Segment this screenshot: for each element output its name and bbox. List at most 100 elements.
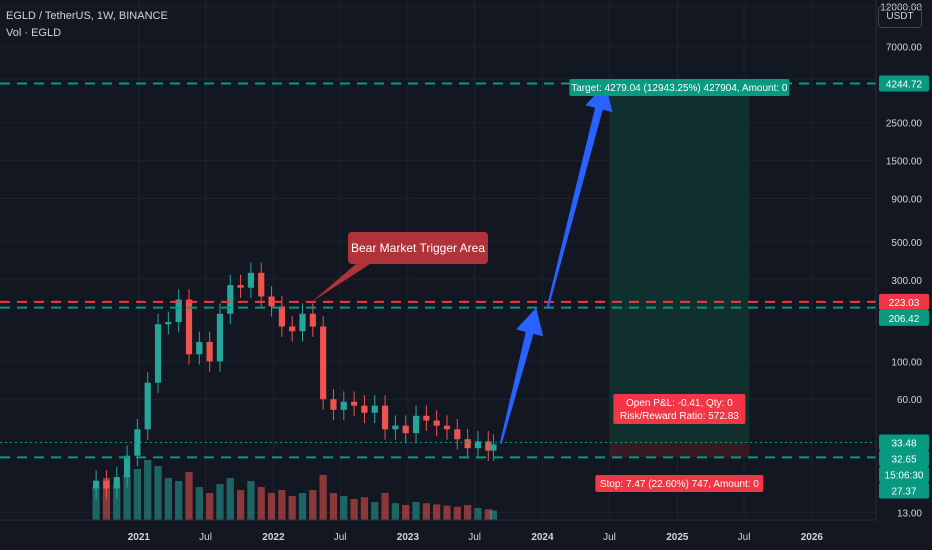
price-badge-last-high[interactable] — [879, 434, 929, 451]
price-badge-last-price[interactable] — [879, 450, 929, 467]
volume-bar — [92, 487, 100, 520]
volume-bar — [371, 502, 379, 520]
y-tick-label: 300.00 — [891, 276, 922, 287]
target-zone[interactable] — [609, 83, 750, 443]
y-tick-label: 2500.00 — [886, 119, 923, 130]
volume-bar — [175, 481, 183, 520]
candle-body — [361, 405, 368, 413]
projection-arrow[interactable] — [499, 307, 544, 444]
price-candles — [93, 262, 497, 499]
candle-body — [330, 399, 337, 410]
price-badge-stop[interactable] — [879, 482, 929, 499]
volume-bar — [464, 505, 472, 520]
price-badge-text-target: 4244.72 — [886, 79, 923, 90]
currency-button[interactable]: USDT — [878, 6, 922, 28]
time-axis[interactable] — [0, 520, 876, 550]
volume-bar — [113, 484, 121, 520]
candle-body — [309, 313, 316, 327]
volume-bar — [195, 487, 203, 520]
volume-bar — [443, 505, 451, 520]
candle-body — [340, 401, 347, 410]
volume-bar — [164, 478, 172, 520]
candle-body — [423, 415, 430, 421]
pnl-label-text: Risk/Reward Ratio: 572.83 — [620, 411, 739, 422]
volume-bar — [236, 490, 245, 520]
volume-bar — [484, 509, 492, 520]
candle-body — [433, 420, 440, 426]
stop-label-box[interactable] — [595, 475, 764, 492]
price-badge-text-countdown: 15:06:30 — [885, 470, 924, 481]
candle-body — [237, 285, 244, 288]
price-badge-red-level[interactable] — [879, 293, 929, 310]
bear-callout-box[interactable] — [348, 232, 488, 264]
candle-body — [371, 405, 378, 413]
price-badge-countdown[interactable] — [879, 466, 929, 483]
volume-bar — [422, 503, 430, 520]
volume-bar — [489, 510, 498, 520]
volume-bar — [319, 475, 327, 520]
candle-body — [227, 285, 234, 314]
volume-bar — [381, 493, 389, 520]
candle-body — [175, 299, 182, 323]
candle-body — [299, 313, 306, 332]
volume-bar — [288, 496, 296, 520]
y-tick-label: 13.00 — [897, 509, 922, 520]
price-badge-target[interactable] — [879, 75, 929, 92]
candle-body — [134, 429, 141, 456]
x-tick-label: Jul — [603, 532, 616, 543]
target-label-box[interactable] — [569, 79, 790, 96]
pnl-label-box[interactable] — [613, 394, 746, 424]
level-lines[interactable] — [0, 82, 876, 459]
position-zones — [609, 83, 750, 458]
y-tick-label: 60.00 — [897, 395, 922, 406]
volume-bars — [92, 460, 498, 520]
price-badge-text-red-level: 223.03 — [889, 298, 920, 309]
volume-bar — [247, 481, 255, 520]
price-badge-text-green-level: 206.42 — [889, 314, 920, 325]
y-tick-label: 7000.00 — [886, 42, 923, 53]
volume-bar — [453, 506, 461, 520]
volume-legend[interactable]: Vol · EGLD — [6, 27, 62, 39]
candle-body — [123, 455, 131, 478]
price-badge-text-last-price: 32.65 — [891, 454, 916, 465]
volume-bar — [185, 472, 193, 520]
volume-bar — [433, 504, 441, 520]
candle-body — [144, 382, 151, 430]
y-tick-label: 12000.00 — [880, 2, 922, 13]
x-tick-label: 2021 — [128, 532, 151, 543]
x-tick-label: 2023 — [397, 532, 420, 543]
price-badge-green-level[interactable] — [879, 309, 929, 326]
volume-bar — [144, 460, 152, 520]
candle-body — [320, 326, 327, 400]
x-tick-label: Jul — [334, 532, 347, 543]
y-tick-label: 1500.00 — [886, 157, 923, 168]
callout-pointer — [311, 264, 370, 302]
stop-zone[interactable] — [609, 442, 750, 458]
volume-bar — [257, 487, 265, 520]
candle-body — [474, 441, 482, 449]
volume-bar — [474, 508, 482, 520]
x-tick-label: Jul — [468, 532, 481, 543]
candle-body — [278, 306, 285, 327]
candle-body — [258, 272, 265, 297]
candle-body — [206, 341, 213, 362]
volume-bar — [123, 475, 131, 520]
candle-body — [247, 272, 255, 288]
candle-body — [185, 299, 193, 355]
stop-label-text: Stop: 7.47 (22.60%) 747, Amount: 0 — [600, 479, 759, 490]
annotations[interactable]: Bear Market Trigger Area Target: 4279.04 … — [311, 79, 790, 492]
x-tick-label: Jul — [738, 532, 751, 543]
projection-arrow[interactable] — [546, 83, 613, 309]
symbol-title[interactable]: EGLD / TetherUS, 1W, BINANCE — [6, 10, 168, 22]
y-tick-label: 500.00 — [891, 238, 922, 249]
candle-body — [289, 326, 296, 332]
candle-body — [454, 429, 461, 440]
projection-arrows[interactable] — [499, 83, 613, 444]
volume-bar — [154, 466, 162, 520]
candle-body — [490, 444, 497, 451]
candle-body — [154, 324, 162, 383]
x-tick-label: 2022 — [262, 532, 285, 543]
x-tick-label: 2025 — [666, 532, 689, 543]
